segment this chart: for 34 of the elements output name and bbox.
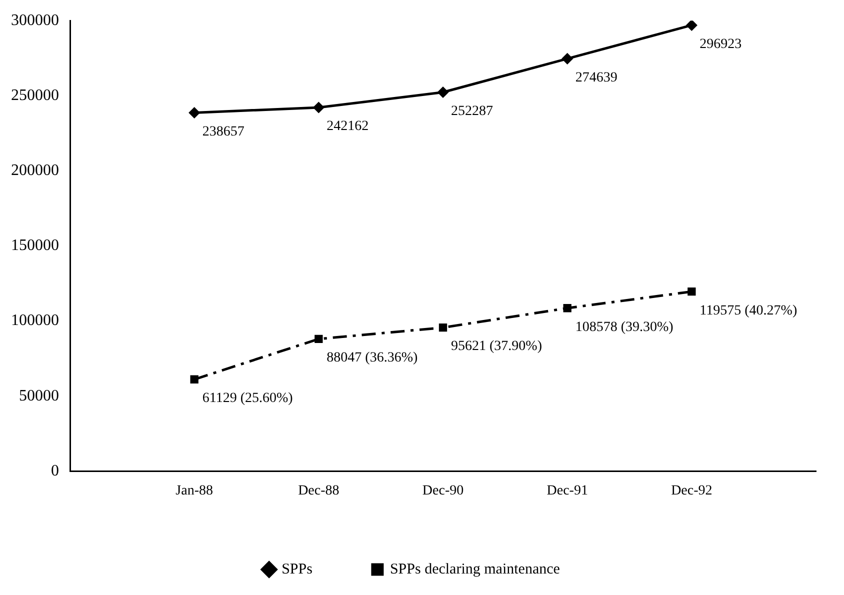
point [688, 288, 696, 296]
x-tick-label: Dec-88 [298, 483, 340, 498]
data-label: 238657 [202, 124, 244, 140]
y-tick-label: 100000 [11, 312, 59, 330]
data-label: 88047 (36.36%) [326, 350, 418, 366]
data-label: 274639 [575, 70, 618, 86]
point [438, 324, 448, 332]
data-label: 108578 (39.30%) [575, 320, 674, 335]
x-tick-label: Dec-91 [546, 483, 588, 498]
data-label: 95621 (37.90%) [451, 339, 542, 354]
data-label: 61129 (25.60%) [202, 391, 294, 406]
x-tick-label: Jan-88 [176, 483, 213, 498]
legend-label: SPPs declaring maintenance [390, 561, 560, 578]
data-label: 242162 [326, 119, 369, 134]
y-tick-label: 300000 [11, 12, 59, 29]
legend-label: SPPs [282, 561, 313, 578]
point [190, 375, 198, 384]
point [189, 107, 200, 118]
point [438, 87, 448, 98]
y-tick-label: 0 [51, 462, 59, 480]
y-tick-label: 150000 [11, 237, 59, 254]
point [562, 53, 573, 64]
x-tick-label: Dec-92 [671, 483, 712, 498]
data-label: 119575 (40.27%) [700, 303, 798, 318]
y-tick-label: 250000 [11, 86, 59, 104]
data-label: 296923 [700, 36, 742, 52]
point [314, 334, 323, 344]
point [563, 304, 572, 312]
x-tick-label: Dec-90 [422, 483, 464, 498]
y-tick-label: 200000 [11, 162, 59, 180]
y-tick-label: 50000 [19, 387, 59, 404]
data-label: 252287 [451, 104, 493, 119]
point [686, 20, 697, 30]
point [313, 102, 324, 113]
